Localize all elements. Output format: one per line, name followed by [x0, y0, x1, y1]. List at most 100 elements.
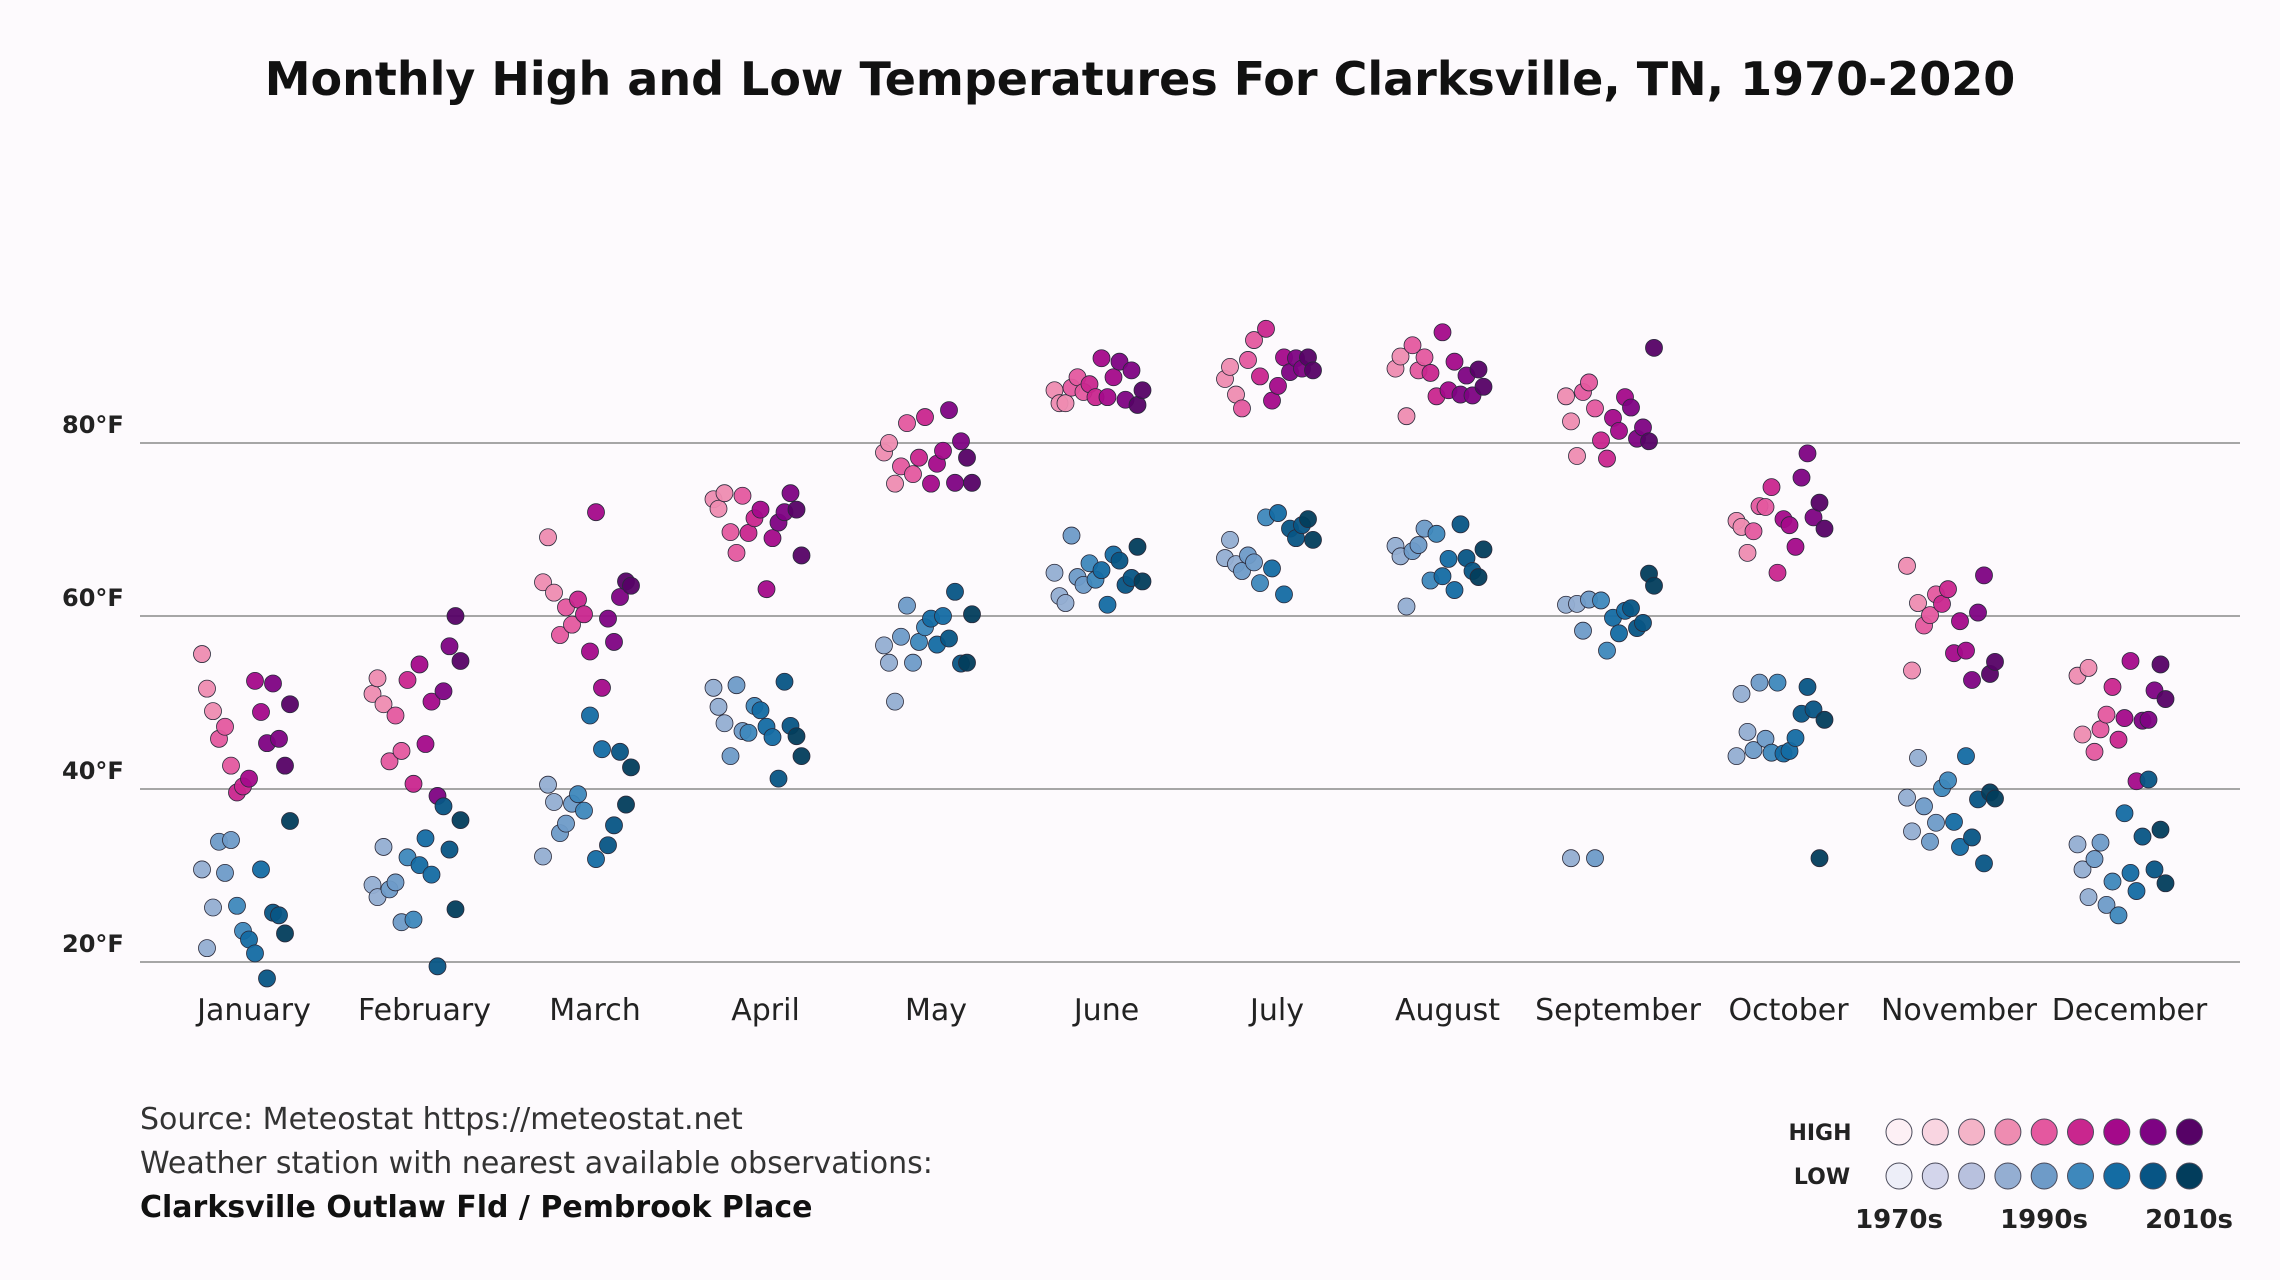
low-point [1299, 510, 1317, 529]
high-point [934, 441, 952, 460]
high-point [622, 576, 640, 595]
low-point [1610, 624, 1628, 643]
high-point [727, 543, 746, 562]
high-point [599, 609, 617, 628]
low-point [404, 910, 423, 929]
x-tick-label: February [358, 993, 491, 1028]
low-point [1263, 559, 1281, 578]
low-point [587, 850, 605, 868]
low-point [539, 775, 557, 794]
low-point [1598, 641, 1616, 660]
low-point [1957, 747, 1975, 766]
low-point [1574, 621, 1592, 640]
legend-low-swatch [2139, 1162, 2167, 1190]
low-point [1304, 530, 1322, 549]
high-point [1245, 331, 1263, 349]
low-point [581, 706, 599, 725]
high-point [539, 528, 557, 547]
high-point [1133, 381, 1152, 400]
high-point [781, 484, 800, 503]
high-point [2109, 730, 2128, 749]
y-axis-labels: 20°F 40°F 60°F 80°F [62, 411, 124, 958]
chart-title: Monthly High and Low Temperatures For Cl… [264, 52, 2016, 106]
low-point [904, 653, 922, 672]
high-point [898, 414, 916, 433]
low-point [1963, 828, 1981, 847]
legend-decade-label: 1990s [2000, 1205, 2088, 1235]
x-tick-label: January [195, 993, 311, 1028]
high-point [193, 645, 211, 663]
low-point [704, 678, 723, 697]
high-point [916, 408, 934, 426]
high-point [1562, 412, 1580, 431]
low-point [898, 596, 916, 615]
high-point [1592, 431, 1610, 450]
low-point [1451, 515, 1470, 534]
high-point [1221, 357, 1239, 376]
y-tick-label: 80°F [62, 411, 124, 439]
high-point [422, 692, 441, 711]
low-point [1445, 581, 1464, 599]
high-point [880, 434, 898, 452]
low-point [1056, 594, 1075, 612]
low-point [875, 636, 893, 655]
low-point [416, 829, 435, 848]
low-point [2079, 888, 2098, 907]
high-point [1939, 580, 1957, 599]
high-point [264, 674, 282, 693]
low-point [193, 860, 211, 879]
high-point [1798, 444, 1817, 463]
low-point [934, 607, 952, 625]
legend-low-swatch [2103, 1162, 2131, 1190]
low-point [270, 906, 288, 925]
station-name: Clarksville Outlaw Fld / Pembrook Place [140, 1190, 813, 1225]
high-point [1557, 387, 1575, 406]
high-point [246, 671, 264, 690]
low-point [940, 629, 958, 648]
high-point [709, 499, 728, 518]
high-point [368, 669, 387, 688]
low-point [1397, 597, 1416, 616]
low-point [605, 816, 623, 835]
high-point [922, 474, 940, 493]
high-point [910, 448, 928, 467]
high-point [605, 633, 623, 651]
high-point [1898, 556, 1916, 575]
low-point [787, 727, 806, 746]
legend-low-swatch [1958, 1162, 1986, 1190]
low-point [252, 860, 270, 879]
high-point [545, 583, 563, 602]
legend-decade-label: 2010s [2145, 1205, 2233, 1235]
low-point [1945, 812, 1963, 831]
y-tick-label: 20°F [62, 930, 124, 958]
low-point [446, 900, 465, 919]
low-point [1251, 574, 1269, 593]
legend-low-swatch [2067, 1162, 2094, 1190]
low-point [1128, 537, 1147, 556]
high-point [204, 702, 222, 721]
low-point [1732, 684, 1751, 703]
grid-lines [140, 442, 2240, 963]
high-point [2097, 705, 2116, 724]
low-point [886, 692, 904, 711]
legend-high-swatch [1994, 1118, 2022, 1146]
high-point [1433, 323, 1452, 342]
low-point [715, 714, 734, 733]
low-point [2133, 827, 2152, 846]
low-point [739, 723, 758, 742]
station-note: Weather station with nearest available o… [140, 1146, 933, 1181]
low-point [2091, 833, 2110, 852]
low-point [1986, 789, 2004, 808]
low-point [1233, 562, 1251, 580]
high-point [1391, 347, 1410, 366]
high-point [2139, 710, 2158, 729]
low-point [769, 769, 788, 788]
high-point [2079, 659, 2098, 677]
low-point [1474, 540, 1493, 559]
low-point [1951, 838, 1969, 856]
high-point [1257, 319, 1275, 338]
low-point [440, 840, 459, 859]
source-note: Source: Meteostat https://meteostat.net [140, 1102, 743, 1137]
x-tick-label: September [1535, 993, 1701, 1028]
